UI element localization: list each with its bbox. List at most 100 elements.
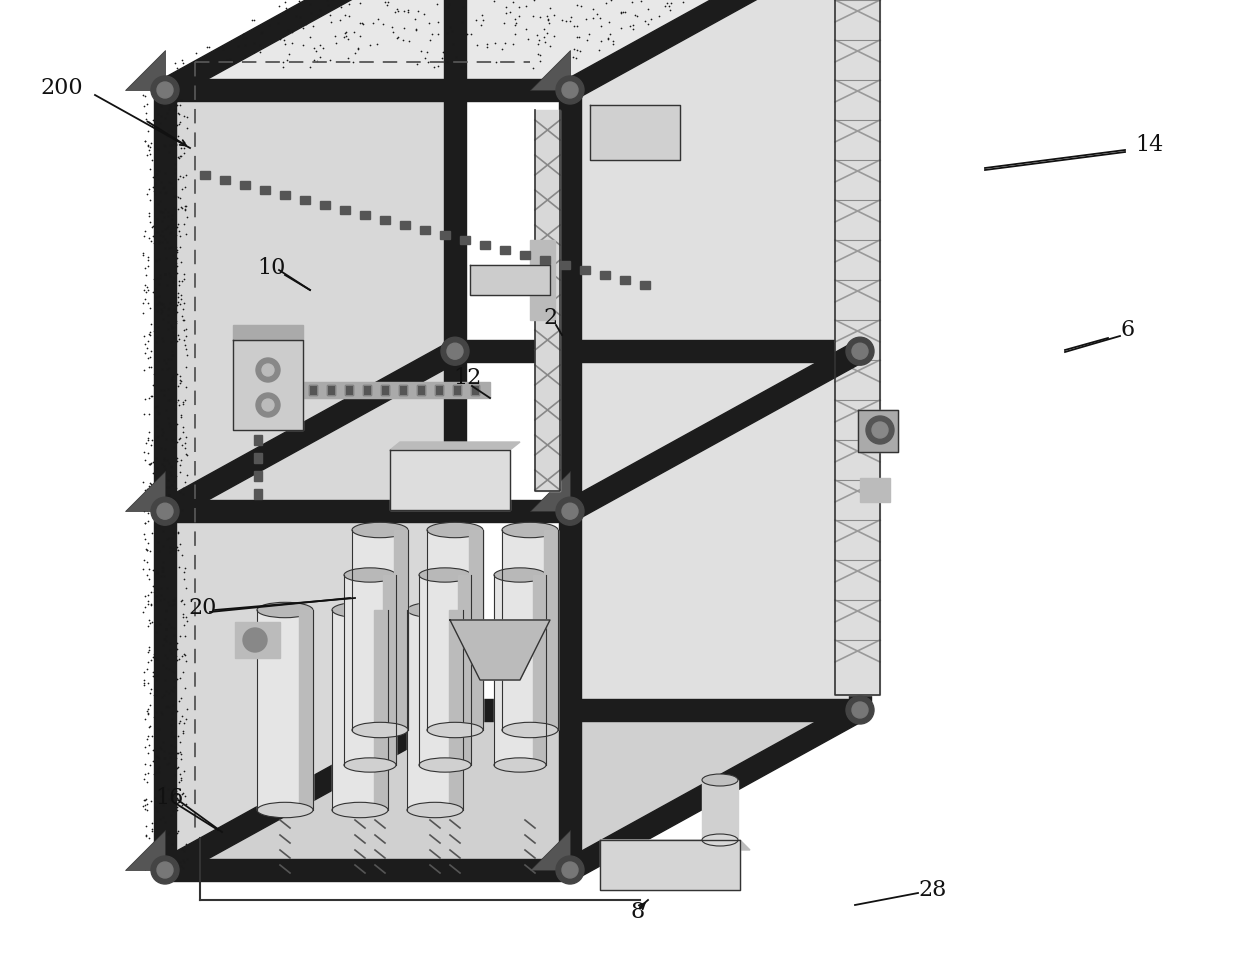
Polygon shape	[455, 340, 861, 362]
Point	[161, 123, 181, 139]
Point	[160, 616, 180, 632]
Point	[273, 59, 293, 74]
Point	[149, 85, 169, 100]
Point	[466, 13, 486, 28]
Point	[335, 25, 355, 40]
Point	[360, 38, 379, 53]
Point	[172, 786, 192, 801]
Point	[171, 772, 191, 788]
Point	[277, 53, 296, 68]
Point	[410, 0, 430, 6]
Point	[428, 59, 448, 74]
Point	[300, 60, 320, 75]
Point	[177, 348, 197, 363]
Point	[148, 271, 167, 286]
Circle shape	[157, 82, 174, 98]
Point	[346, 45, 366, 61]
Point	[162, 712, 182, 727]
Point	[135, 515, 155, 531]
Point	[138, 543, 157, 559]
Point	[167, 149, 187, 165]
Point	[176, 226, 196, 242]
Text: 12: 12	[453, 367, 481, 389]
Point	[351, 0, 371, 11]
Point	[289, 0, 309, 13]
Point	[144, 454, 164, 469]
Polygon shape	[391, 450, 510, 510]
Polygon shape	[257, 610, 312, 810]
Polygon shape	[165, 500, 570, 522]
Point	[294, 38, 314, 53]
Ellipse shape	[502, 522, 558, 537]
Ellipse shape	[407, 802, 463, 818]
Point	[140, 597, 160, 612]
Point	[325, 0, 345, 3]
Point	[591, 34, 611, 49]
Point	[567, 50, 587, 65]
Point	[407, 22, 427, 38]
Point	[166, 137, 186, 152]
Point	[156, 602, 176, 617]
Point	[153, 506, 172, 521]
Bar	[345, 385, 353, 395]
Point	[176, 379, 196, 395]
Point	[159, 381, 179, 397]
Point	[171, 374, 191, 389]
Point	[157, 594, 177, 610]
Point	[151, 705, 171, 720]
Point	[167, 250, 187, 266]
Point	[135, 291, 155, 306]
Point	[135, 860, 155, 875]
Point	[160, 137, 180, 152]
Point	[136, 340, 156, 355]
Point	[139, 642, 159, 658]
Point	[166, 314, 186, 329]
Point	[138, 296, 157, 311]
Point	[598, 32, 618, 47]
Point	[244, 44, 264, 60]
Point	[143, 614, 162, 630]
Point	[622, 0, 642, 10]
Point	[135, 391, 155, 406]
Point	[143, 728, 162, 743]
Point	[399, 34, 419, 49]
Point	[148, 460, 167, 476]
Point	[134, 604, 154, 619]
Point	[583, 11, 603, 26]
Point	[157, 301, 177, 317]
Point	[444, 37, 464, 52]
Point	[167, 434, 187, 450]
Point	[589, 42, 609, 58]
Point	[143, 510, 162, 526]
Point	[169, 715, 188, 730]
Point	[159, 299, 179, 315]
Point	[154, 453, 174, 468]
Point	[159, 826, 179, 842]
Point	[135, 112, 155, 127]
Point	[275, 37, 295, 52]
Point	[166, 239, 186, 254]
Point	[175, 716, 195, 731]
Point	[213, 40, 233, 56]
Polygon shape	[849, 0, 870, 710]
Point	[170, 464, 190, 480]
Bar	[600, 271, 610, 279]
Point	[539, 39, 559, 54]
Point	[135, 757, 155, 772]
Point	[548, 60, 568, 75]
Point	[150, 405, 170, 421]
Point	[139, 572, 159, 587]
Point	[135, 792, 155, 807]
Point	[384, 5, 404, 20]
Point	[166, 825, 186, 841]
Point	[461, 27, 481, 42]
Point	[154, 742, 174, 758]
Text: 2: 2	[543, 307, 557, 329]
Polygon shape	[533, 575, 546, 765]
Bar	[539, 256, 551, 264]
Point	[274, 55, 294, 70]
Point	[162, 348, 182, 363]
Ellipse shape	[332, 602, 388, 617]
Point	[144, 272, 164, 287]
Point	[572, 0, 591, 13]
